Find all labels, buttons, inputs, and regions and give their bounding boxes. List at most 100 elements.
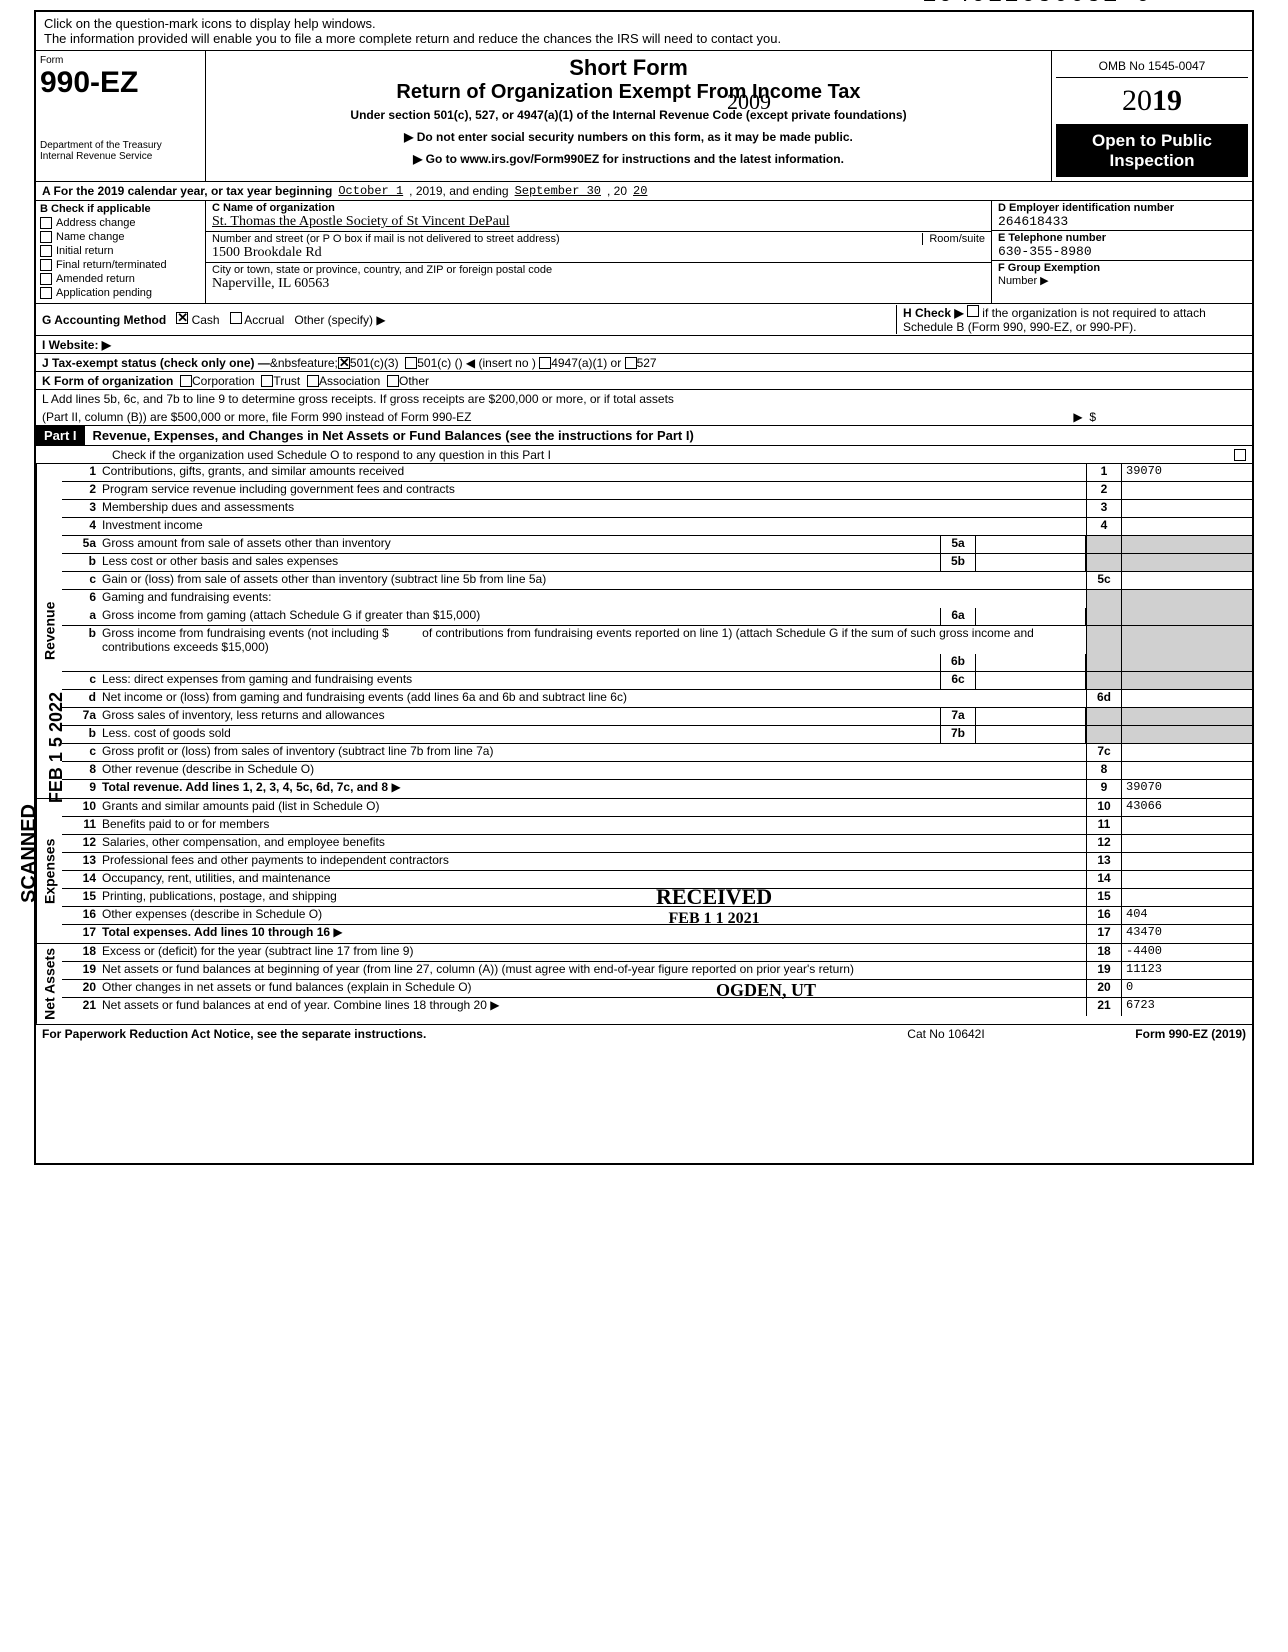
line-17-value[interactable]: 43470 [1122, 925, 1252, 943]
line-7c-value[interactable] [1122, 744, 1252, 761]
line-8-value[interactable] [1122, 762, 1252, 779]
chk-application-pending[interactable]: Application pending [40, 287, 201, 299]
revenue-lines: 1Contributions, gifts, grants, and simil… [62, 464, 1252, 798]
checkbox-icon[interactable] [40, 259, 52, 271]
col-b-checkboxes: B Check if applicable Address change Nam… [36, 201, 206, 303]
line-2-value[interactable] [1122, 482, 1252, 499]
org-address-row: Number and street (or P O box if mail is… [206, 232, 991, 263]
tax-year-begin[interactable]: October 1 [332, 184, 409, 198]
arrow-icon: ▶ [391, 780, 400, 794]
part-1-label: Part I [36, 426, 85, 445]
header-left: Form 990-EZ Department of the Treasury I… [36, 51, 206, 181]
row-h-label: H Check ▶ [903, 306, 964, 320]
row-a-label: A For the 2019 calendar year, or tax yea… [42, 184, 332, 198]
help-text: Click on the question-mark icons to disp… [44, 16, 1244, 31]
org-name-row: C Name of organization St. Thomas the Ap… [206, 201, 991, 232]
phone-value[interactable]: 630-355-8980 [998, 244, 1092, 259]
line-20-value[interactable]: 0 [1122, 980, 1252, 997]
line-9-value[interactable]: 39070 [1122, 780, 1252, 798]
line-18-value[interactable]: -4400 [1122, 944, 1252, 961]
line-11-value[interactable] [1122, 817, 1252, 834]
line-7a-value[interactable] [976, 708, 1086, 725]
chk-schedule-o-part1[interactable] [1234, 449, 1246, 461]
chk-527[interactable] [625, 357, 637, 369]
org-name-value[interactable]: St. Thomas the Apostle Society of St Vin… [212, 214, 510, 229]
line-14-value[interactable] [1122, 871, 1252, 888]
omb-number: OMB No 1545-0047 [1056, 55, 1248, 78]
handwritten-year: 2009 [727, 89, 771, 115]
row-i-website: I Website: ▶ [36, 336, 1252, 354]
expenses-section: Expenses 10Grants and similar amounts pa… [36, 798, 1252, 943]
help-bar: Click on the question-mark icons to disp… [36, 12, 1252, 51]
checkbox-icon[interactable] [40, 273, 52, 285]
line-10-value[interactable]: 43066 [1122, 799, 1252, 816]
row-a-tax-year: A For the 2019 calendar year, or tax yea… [36, 182, 1252, 201]
ein-label: D Employer identification number [998, 202, 1174, 214]
group-ex-label2: Number ▶ [998, 275, 1049, 287]
chk-final-return[interactable]: Final return/terminated [40, 259, 201, 271]
ein-row: D Employer identification number 2646184… [992, 201, 1252, 231]
part-1-title: Revenue, Expenses, and Changes in Net As… [85, 426, 1252, 445]
line-4-value[interactable] [1122, 518, 1252, 535]
open-line1: Open to Public [1058, 131, 1246, 151]
chk-corporation[interactable] [180, 375, 192, 387]
chk-501c[interactable] [405, 357, 417, 369]
line-5c-value[interactable] [1122, 572, 1252, 589]
year-bold: 19 [1152, 84, 1182, 117]
tax-year-end[interactable]: September 30 [509, 184, 607, 198]
chk-501c3[interactable] [338, 357, 350, 369]
net-assets-section: Net Assets 18Excess or (deficit) for the… [36, 943, 1252, 1024]
chk-4947[interactable] [539, 357, 551, 369]
tax-year-yr[interactable]: 20 [627, 184, 653, 198]
line-1-value[interactable]: 39070 [1122, 464, 1252, 481]
header-center: Short Form Return of Organization Exempt… [206, 51, 1052, 181]
org-city-value[interactable]: Naperville, IL 60563 [212, 276, 329, 291]
chk-accrual[interactable] [230, 312, 242, 324]
year-light: 20 [1122, 84, 1152, 117]
line-13-value[interactable] [1122, 853, 1252, 870]
org-addr-value[interactable]: 1500 Brookdale Rd [212, 245, 322, 260]
chk-other-org[interactable] [387, 375, 399, 387]
chk-cash[interactable] [176, 312, 188, 324]
scanned-date-stamp: FEB 1 5 2022 [46, 692, 67, 803]
col-de: D Employer identification number 2646184… [992, 201, 1252, 303]
line-12-value[interactable] [1122, 835, 1252, 852]
checkbox-icon[interactable] [40, 217, 52, 229]
arrow-icon: ▶ [490, 998, 499, 1012]
line-3-value[interactable] [1122, 500, 1252, 517]
line-21-value[interactable]: 6723 [1122, 998, 1252, 1016]
ein-value[interactable]: 264618433 [998, 214, 1068, 229]
group-exemption-row: F Group Exemption Number ▶ [992, 261, 1252, 288]
line-16-value[interactable]: 404 [1122, 907, 1252, 924]
line-6b-value[interactable] [976, 654, 1086, 671]
chk-schedule-b[interactable] [967, 305, 979, 317]
line-6a-value[interactable] [976, 608, 1086, 625]
arrow-icon: ▶ [1073, 410, 1082, 424]
net-assets-lines: 18Excess or (deficit) for the year (subt… [62, 944, 1252, 1024]
form-title: Return of Organization Exempt From Incom… [214, 81, 1043, 104]
org-city-label: City or town, state or province, country… [212, 264, 552, 276]
checkbox-icon[interactable] [40, 231, 52, 243]
line-6c-value[interactable] [976, 672, 1086, 689]
line-7b-value[interactable] [976, 726, 1086, 743]
chk-name-change[interactable]: Name change [40, 231, 201, 243]
open-to-public: Open to Public Inspection [1056, 125, 1248, 177]
chk-trust[interactable] [261, 375, 273, 387]
row-j-tax-exempt: J Tax-exempt status (check only one) —&n… [36, 354, 1252, 372]
col-c-name-address: C Name of organization St. Thomas the Ap… [206, 201, 992, 303]
line-15-value[interactable] [1122, 889, 1252, 906]
chk-initial-return[interactable]: Initial return [40, 245, 201, 257]
checkbox-icon[interactable] [40, 287, 52, 299]
dln-number: 294922680081 0 [922, 0, 1152, 9]
line-6d-value[interactable] [1122, 690, 1252, 707]
chk-address-change[interactable]: Address change [40, 217, 201, 229]
col-b-header: B Check if applicable [40, 203, 151, 215]
checkbox-icon[interactable] [40, 245, 52, 257]
chk-association[interactable] [307, 375, 319, 387]
short-form-label: Short Form [214, 55, 1043, 81]
chk-amended-return[interactable]: Amended return [40, 273, 201, 285]
goto-instructions: ▶ Go to www.irs.gov/Form990EZ for instru… [214, 152, 1043, 166]
line-5b-value[interactable] [976, 554, 1086, 571]
line-19-value[interactable]: 11123 [1122, 962, 1252, 979]
line-5a-value[interactable] [976, 536, 1086, 553]
